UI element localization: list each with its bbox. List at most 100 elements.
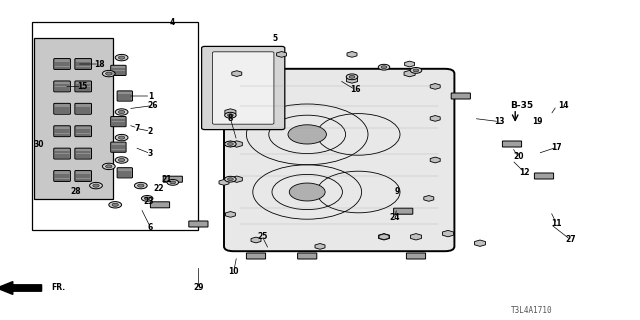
Polygon shape	[276, 52, 287, 57]
Text: 10: 10	[228, 268, 239, 276]
Text: 16: 16	[350, 85, 360, 94]
Circle shape	[106, 165, 112, 168]
FancyBboxPatch shape	[246, 253, 266, 259]
Text: 1: 1	[148, 92, 153, 100]
FancyBboxPatch shape	[394, 208, 413, 214]
FancyBboxPatch shape	[150, 202, 170, 208]
Circle shape	[413, 69, 419, 72]
Circle shape	[381, 66, 387, 69]
Circle shape	[138, 184, 144, 187]
FancyBboxPatch shape	[75, 59, 92, 69]
Polygon shape	[232, 71, 242, 76]
FancyBboxPatch shape	[451, 93, 470, 99]
FancyBboxPatch shape	[111, 142, 126, 152]
Text: 28: 28	[70, 188, 81, 196]
FancyBboxPatch shape	[54, 171, 70, 181]
FancyBboxPatch shape	[34, 38, 113, 199]
Circle shape	[118, 56, 125, 59]
Polygon shape	[347, 52, 357, 57]
Text: 6: 6	[148, 223, 153, 232]
Circle shape	[115, 157, 128, 163]
Polygon shape	[251, 237, 261, 243]
Circle shape	[118, 136, 125, 139]
Text: 14: 14	[558, 101, 568, 110]
Text: 3: 3	[148, 149, 153, 158]
FancyBboxPatch shape	[534, 173, 554, 179]
Circle shape	[349, 76, 355, 78]
Text: B-35: B-35	[510, 101, 533, 110]
Text: 26: 26	[147, 101, 157, 110]
Text: 8: 8	[228, 114, 233, 123]
Text: 4: 4	[170, 18, 175, 27]
FancyBboxPatch shape	[75, 126, 92, 137]
FancyBboxPatch shape	[189, 221, 208, 227]
FancyBboxPatch shape	[502, 141, 522, 147]
Polygon shape	[219, 180, 229, 185]
Circle shape	[410, 68, 422, 73]
Bar	[32, 22, 198, 230]
Circle shape	[228, 114, 233, 117]
Circle shape	[225, 176, 236, 182]
Circle shape	[93, 184, 99, 187]
FancyArrow shape	[0, 282, 42, 294]
Polygon shape	[474, 240, 486, 246]
Text: 19: 19	[532, 117, 543, 126]
FancyBboxPatch shape	[163, 176, 182, 182]
FancyBboxPatch shape	[75, 81, 92, 92]
Circle shape	[109, 202, 122, 208]
Text: 11: 11	[552, 220, 562, 228]
Polygon shape	[225, 212, 236, 217]
FancyBboxPatch shape	[406, 253, 426, 259]
Circle shape	[170, 181, 175, 184]
Text: T3L4A1710: T3L4A1710	[510, 306, 552, 315]
Text: 12: 12	[520, 168, 530, 177]
Circle shape	[112, 203, 118, 206]
Text: 23: 23	[143, 197, 154, 206]
FancyBboxPatch shape	[224, 69, 454, 251]
Text: 7: 7	[135, 124, 140, 132]
FancyBboxPatch shape	[54, 126, 70, 137]
FancyBboxPatch shape	[202, 46, 285, 130]
Circle shape	[141, 196, 153, 201]
Circle shape	[115, 54, 128, 61]
Polygon shape	[442, 230, 454, 237]
Text: 22: 22	[154, 184, 164, 193]
Circle shape	[225, 141, 236, 147]
Text: 17: 17	[552, 143, 562, 152]
Text: 13: 13	[494, 117, 504, 126]
Polygon shape	[404, 61, 415, 67]
Circle shape	[115, 109, 128, 115]
Text: 2: 2	[148, 127, 153, 136]
Polygon shape	[315, 244, 325, 249]
Polygon shape	[225, 109, 236, 115]
Polygon shape	[430, 116, 440, 121]
Text: 25: 25	[257, 232, 268, 241]
FancyBboxPatch shape	[298, 253, 317, 259]
Circle shape	[289, 183, 325, 201]
Polygon shape	[231, 141, 243, 147]
Circle shape	[225, 112, 236, 118]
Polygon shape	[346, 77, 358, 83]
Circle shape	[228, 178, 233, 180]
Text: 21: 21	[161, 175, 172, 184]
Circle shape	[288, 125, 326, 144]
Circle shape	[346, 74, 358, 80]
FancyBboxPatch shape	[111, 116, 126, 127]
Polygon shape	[231, 176, 243, 182]
FancyBboxPatch shape	[212, 52, 274, 124]
Text: FR.: FR.	[51, 284, 65, 292]
Text: 15: 15	[77, 82, 87, 91]
Text: 9: 9	[394, 188, 399, 196]
FancyBboxPatch shape	[117, 91, 132, 101]
FancyBboxPatch shape	[54, 103, 70, 114]
FancyBboxPatch shape	[117, 168, 132, 178]
Circle shape	[134, 182, 147, 189]
Circle shape	[106, 72, 112, 75]
Circle shape	[102, 163, 115, 170]
Polygon shape	[424, 196, 434, 201]
Circle shape	[378, 64, 390, 70]
Circle shape	[118, 158, 125, 162]
FancyBboxPatch shape	[75, 103, 92, 114]
FancyBboxPatch shape	[75, 171, 92, 181]
Text: 27: 27	[566, 236, 576, 244]
